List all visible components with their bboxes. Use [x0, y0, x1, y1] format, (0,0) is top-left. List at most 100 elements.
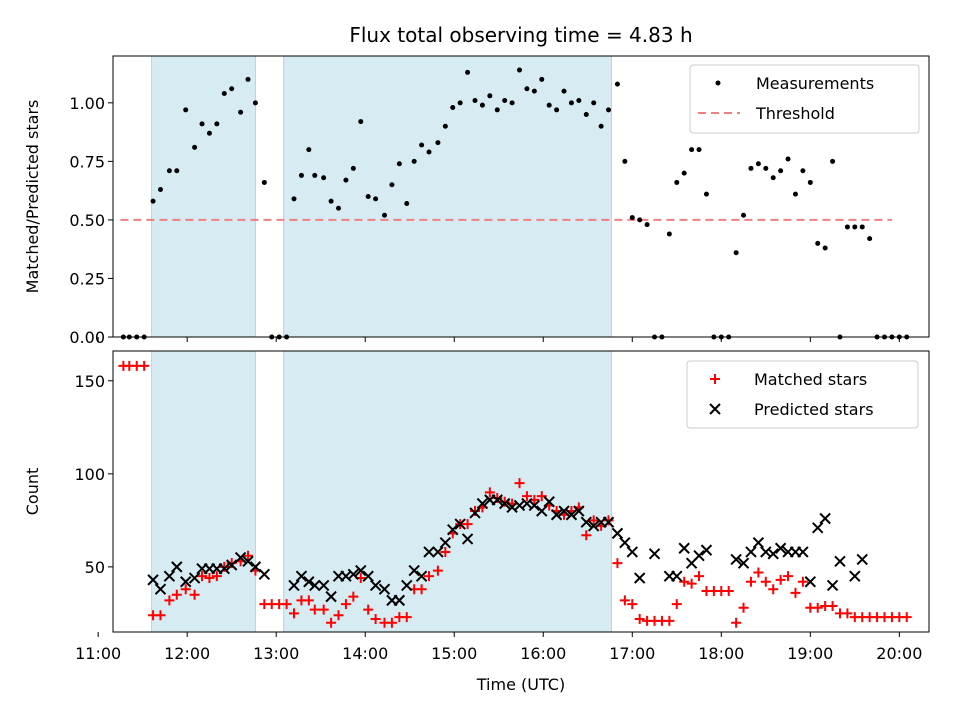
- observing-window: [151, 350, 256, 633]
- measurement-point: [150, 198, 156, 204]
- predicted-stars-point: [325, 590, 337, 603]
- measurement-point: [373, 196, 379, 202]
- legend-marker-measurements: [715, 80, 721, 86]
- predicted-stars-point: [819, 512, 831, 525]
- predicted-stars-point: [188, 572, 201, 584]
- matched-stars-point: [204, 573, 215, 584]
- measurement-point: [703, 191, 709, 197]
- x-tick-label: 11:00: [75, 644, 121, 663]
- bottom-panel: 50 100 150 11:00 12:00 13:00 14:00 15:00 16:00 17…: [23, 350, 930, 694]
- predicted-stars-point: [218, 563, 230, 575]
- predicted-stars-point: [550, 509, 563, 521]
- matched-stars-point: [581, 530, 592, 541]
- matched-stars-point: [521, 491, 532, 502]
- measurement-point: [800, 168, 806, 174]
- y-tick-label: 100: [74, 465, 105, 484]
- measurement-point: [568, 100, 574, 106]
- matched-stars-point: [827, 600, 838, 611]
- matched-stars-point: [318, 604, 329, 615]
- matched-stars-point: [634, 613, 645, 624]
- predicted-stars-point: [528, 499, 541, 512]
- x-axis-label: Time (UTC): [476, 675, 565, 694]
- matched-stars-point: [370, 613, 381, 624]
- measurement-point: [261, 179, 267, 185]
- measurement-point: [792, 191, 798, 197]
- matched-stars-point: [416, 584, 427, 595]
- predicted-stars-point: [648, 548, 661, 560]
- matched-stars-point: [432, 565, 443, 576]
- predicted-stars-point: [423, 546, 435, 558]
- predicted-stars-point: [804, 576, 817, 588]
- matched-stars-point: [401, 612, 412, 623]
- legend-label-matched-stars: Matched stars: [754, 370, 867, 389]
- measurement-point: [539, 76, 545, 82]
- matched-stars-point: [536, 491, 547, 502]
- predicted-stars-point: [439, 536, 452, 549]
- x-tick-label: 15:00: [431, 644, 477, 663]
- matched-stars-point: [289, 608, 300, 619]
- matched-stars-point: [901, 612, 912, 623]
- measurement-point: [674, 179, 680, 185]
- top-panel: 0.00 0.25 0.50 0.75 1.00 Matched/Predicted st…: [23, 23, 930, 347]
- measurement-point: [411, 158, 417, 164]
- predicted-stars-point: [317, 579, 330, 592]
- predicted-stars-point: [369, 579, 382, 592]
- measurement-point: [852, 224, 858, 230]
- measurement-point: [252, 100, 258, 106]
- predicted-stars-point: [774, 542, 787, 554]
- measurement-point: [343, 177, 349, 183]
- legend-marker-matched-stars: [710, 374, 720, 384]
- matched-stars-point: [386, 617, 397, 628]
- measurement-point: [214, 121, 220, 127]
- measurement-point: [561, 88, 567, 94]
- predicted-stars-point: [752, 536, 765, 549]
- predicted-stars-point: [580, 516, 592, 528]
- measurement-point: [689, 147, 695, 153]
- matched-stars-point: [514, 478, 525, 489]
- measurement-point: [576, 97, 582, 103]
- measurement-point: [206, 130, 212, 136]
- observing-window: [283, 350, 613, 633]
- predicted-stars-point: [619, 536, 631, 549]
- measurement-point: [614, 81, 620, 87]
- x-tick-label: 18:00: [698, 644, 744, 663]
- matched-stars-point: [492, 493, 503, 504]
- measurement-point: [312, 172, 318, 178]
- measurement-point: [591, 100, 597, 106]
- measurement-point: [350, 165, 356, 171]
- measurement-point: [815, 240, 821, 246]
- matched-stars-point: [219, 561, 230, 572]
- matched-stars-point: [619, 595, 630, 606]
- predicted-stars-point: [401, 579, 413, 592]
- chart-title: Flux total observing time = 4.83 h: [349, 23, 692, 47]
- observing-window: [151, 55, 256, 338]
- predicted-stars-point: [295, 570, 308, 582]
- predicted-stars-point: [797, 546, 809, 558]
- y-axis-label: Matched/Predicted stars: [23, 100, 42, 294]
- matched-stars-point: [211, 571, 222, 582]
- predicted-stars-point: [602, 516, 615, 528]
- matched-stars-point: [760, 576, 771, 587]
- measurement-point: [531, 88, 537, 94]
- matched-stars-point: [768, 584, 779, 595]
- matched-stars-point: [738, 602, 749, 613]
- predicted-stars-point: [242, 555, 254, 567]
- predicted-stars-point: [849, 570, 861, 582]
- measurement-point: [157, 186, 163, 192]
- legend-label-predicted-stars: Predicted stars: [754, 400, 874, 419]
- matched-stars-point: [842, 608, 853, 619]
- measurement-point: [245, 76, 251, 82]
- y-tick-label: 0.25: [69, 269, 105, 288]
- measurement-point: [465, 69, 471, 75]
- measurement-point: [365, 194, 371, 199]
- predicted-stars-point: [408, 564, 420, 577]
- measurement-point: [389, 182, 395, 188]
- predicted-stars-point: [498, 497, 511, 510]
- measurement-point: [450, 105, 456, 111]
- predicted-stars-point: [362, 570, 374, 582]
- predicted-stars-point: [543, 496, 555, 508]
- measurement-point: [681, 170, 687, 176]
- measurement-point: [336, 205, 342, 211]
- predicted-stars-point: [491, 494, 503, 506]
- predicted-stars-point: [225, 559, 238, 571]
